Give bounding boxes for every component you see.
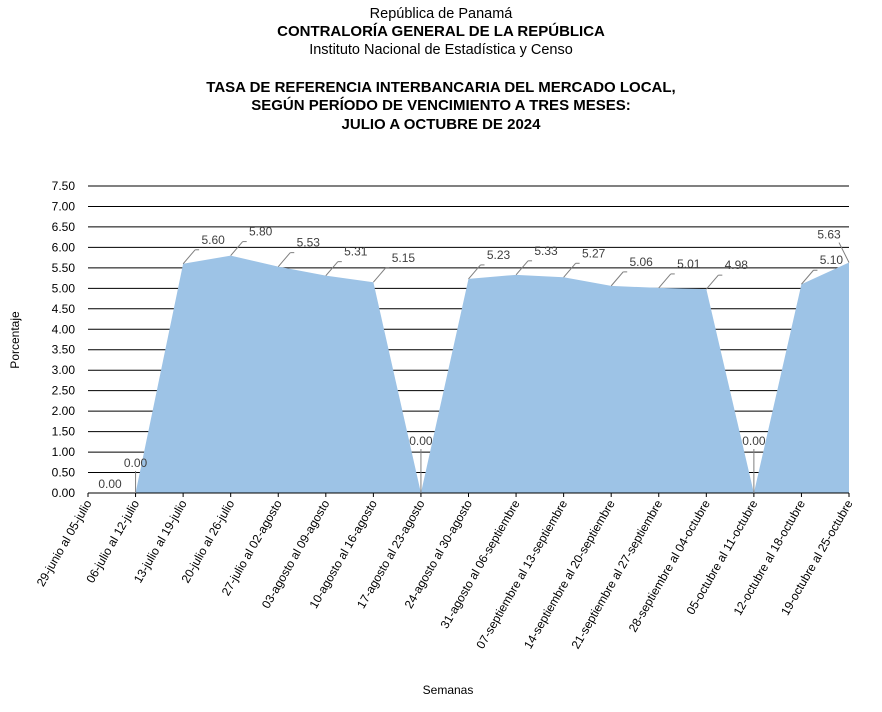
data-label: 5.10	[820, 253, 844, 267]
data-label-leader	[838, 242, 850, 263]
y-tick-label: 1.00	[52, 445, 76, 459]
x-axis-title: Semanas	[423, 683, 474, 697]
data-label-leader	[658, 273, 672, 289]
y-tick-label: 2.50	[52, 384, 76, 398]
y-tick-label: 3.00	[52, 363, 76, 377]
data-label: 0.00	[98, 477, 122, 491]
x-tick-label: 31-agosto al 06-septiembre	[437, 497, 522, 631]
data-label-leader	[468, 264, 481, 280]
data-label: 0.00	[124, 456, 148, 470]
x-tick-label: 14-septiembre al 20-septiembre	[521, 497, 618, 651]
header-institute: Instituto Nacional de Estadística y Cens…	[309, 42, 573, 58]
data-label-leader	[277, 252, 291, 267]
data-label: 5.80	[249, 225, 273, 239]
data-label: 5.06	[630, 255, 654, 269]
chart-title-line-2: SEGÚN PERÍODO DE VENCIMIENTO A TRES MESE…	[251, 97, 631, 114]
data-label: 5.15	[392, 251, 416, 265]
data-label: 5.23	[487, 248, 511, 262]
y-tick-label: 1.50	[52, 425, 76, 439]
y-axis-title: Porcentaje	[8, 311, 22, 369]
data-label-leader	[705, 274, 719, 290]
chart-title-line-3: JULIO A OCTUBRE DE 2024	[341, 116, 541, 133]
data-label-leader	[563, 262, 577, 278]
data-label: 5.31	[344, 245, 368, 259]
y-tick-label: 7.00	[52, 199, 76, 213]
y-tick-label: 5.50	[52, 261, 76, 275]
x-tick-label: 21-septiembre al 27-septiembre	[569, 497, 666, 651]
data-label: 5.63	[817, 228, 841, 242]
data-label: 5.53	[297, 236, 321, 250]
chart-title-line-1: TASA DE REFERENCIA INTERBANCARIA DEL MER…	[206, 79, 676, 96]
data-label-leader	[515, 260, 529, 276]
data-label: 5.33	[534, 244, 558, 258]
data-label-leader	[372, 267, 386, 283]
data-label: 0.00	[742, 434, 766, 448]
y-tick-label: 4.00	[52, 322, 76, 336]
area-series	[88, 255, 849, 493]
y-tick-label: 6.50	[52, 220, 76, 234]
data-label-leader	[801, 269, 814, 285]
x-tick-label: 07-septiembre al 13-septiembre	[473, 497, 570, 651]
data-label: 5.27	[582, 246, 606, 260]
y-tick-label: 7.50	[52, 179, 76, 193]
y-tick-label: 4.50	[52, 302, 76, 316]
data-label-leader	[230, 241, 244, 256]
y-tick-label: 3.50	[52, 343, 76, 357]
data-label-leader	[325, 261, 339, 276]
y-tick-label: 2.00	[52, 404, 76, 418]
y-tick-label: 5.00	[52, 281, 76, 295]
data-label-leader	[182, 249, 196, 265]
x-tick-label: 28-septiembre al 04-octubre	[626, 497, 713, 634]
data-label: 4.98	[725, 258, 749, 272]
header-agency: CONTRALORÍA GENERAL DE LA REPÚBLICA	[277, 23, 605, 40]
y-tick-label: 0.50	[52, 466, 76, 480]
data-label: 5.60	[201, 233, 225, 247]
y-tick-label: 6.00	[52, 240, 76, 254]
y-tick-label: 0.00	[52, 486, 76, 500]
data-label-leader	[610, 271, 624, 287]
data-label: 5.01	[677, 257, 701, 271]
header-country: República de Panamá	[369, 6, 513, 22]
data-label: 0.00	[409, 434, 433, 448]
